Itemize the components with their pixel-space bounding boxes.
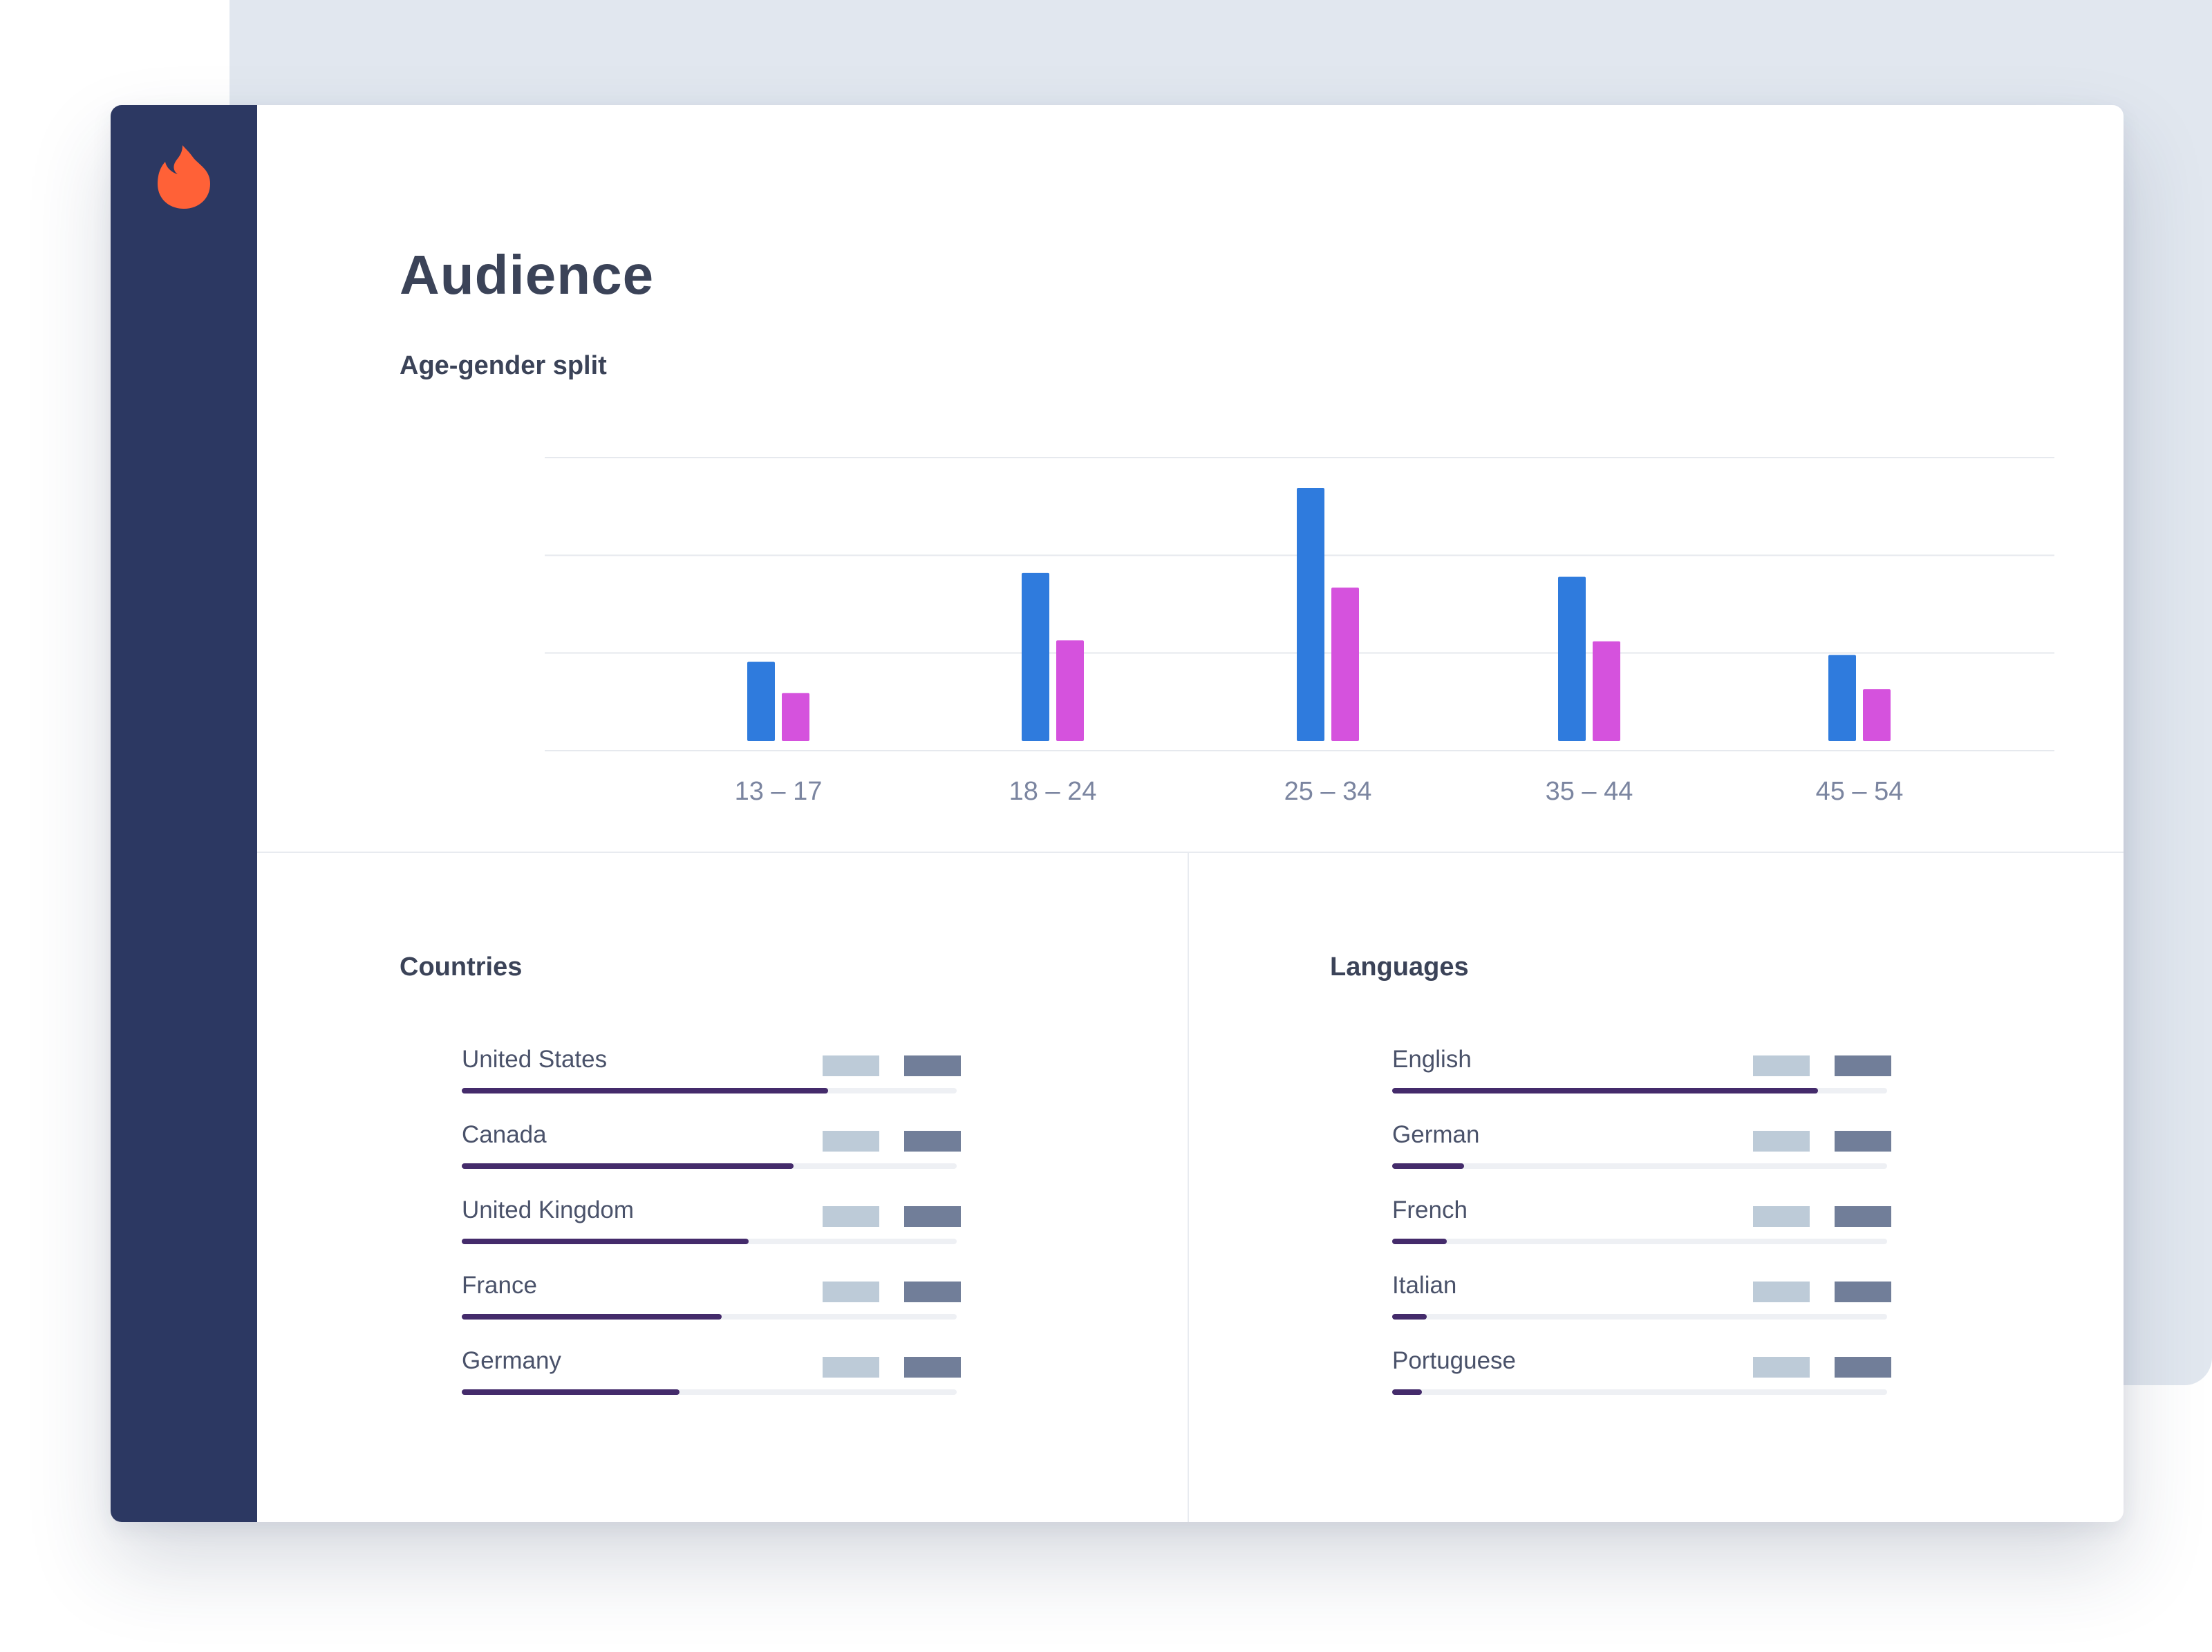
country-percent-placeholder <box>904 1055 961 1076</box>
x-tick-label: 35 – 44 <box>1546 777 1633 806</box>
country-label: France <box>462 1272 537 1299</box>
country-percent-placeholder <box>904 1131 961 1152</box>
bar-series-1-1 <box>747 661 775 741</box>
age-gender-chart: 13 – 17 18 – 24 25 – 34 35 – 44 45 – 54 <box>545 457 2054 806</box>
language-value-placeholder <box>1753 1282 1810 1302</box>
bar-series-2-1 <box>782 693 809 741</box>
language-label: Portuguese <box>1392 1347 1517 1374</box>
countries-list: United States Canada United Kingdom France G… <box>462 1046 962 1423</box>
language-percent-placeholder <box>1835 1357 1891 1378</box>
country-percent-placeholder <box>904 1206 961 1227</box>
country-value-placeholder <box>823 1357 879 1378</box>
language-progress-track <box>1392 1163 1887 1169</box>
bar-series-1-4 <box>1558 576 1586 741</box>
language-row: Portuguese <box>1392 1347 1893 1423</box>
flame-icon[interactable] <box>158 144 210 210</box>
bar-series-2-2 <box>1056 640 1084 741</box>
languages-title: Languages <box>1330 952 1469 982</box>
language-progress-fill <box>1392 1088 1818 1093</box>
language-progress-track <box>1392 1314 1887 1320</box>
country-row: France <box>462 1272 962 1347</box>
country-label: Canada <box>462 1121 547 1148</box>
language-row: Italian <box>1392 1272 1893 1347</box>
x-tick-label: 13 – 17 <box>735 777 823 806</box>
bar-series-2-5 <box>1863 689 1891 741</box>
bar-series-1-3 <box>1297 487 1324 741</box>
country-progress-fill <box>462 1088 828 1093</box>
language-label: German <box>1392 1121 1480 1148</box>
country-progress-track <box>462 1163 957 1169</box>
country-progress-track <box>462 1314 957 1320</box>
country-label: United Kingdom <box>462 1196 635 1223</box>
bar-series-1-2 <box>1022 572 1049 741</box>
bar-series-1-5 <box>1828 655 1856 741</box>
country-row: Canada <box>462 1121 962 1196</box>
language-percent-placeholder <box>1835 1206 1891 1227</box>
country-percent-placeholder <box>904 1357 961 1378</box>
language-value-placeholder <box>1753 1357 1810 1378</box>
country-label: United States <box>462 1046 608 1073</box>
country-progress-track <box>462 1389 957 1395</box>
country-value-placeholder <box>823 1282 879 1302</box>
sidebar <box>111 105 257 1522</box>
country-progress-track <box>462 1088 957 1093</box>
country-row: United States <box>462 1046 962 1121</box>
country-progress-fill <box>462 1389 680 1395</box>
language-label: English <box>1392 1046 1472 1073</box>
column-divider <box>1188 853 1189 1522</box>
language-value-placeholder <box>1753 1055 1810 1076</box>
age-gender-title: Age-gender split <box>400 351 607 380</box>
country-label: Germany <box>462 1347 561 1374</box>
bar-series-2-3 <box>1331 588 1359 741</box>
main-content: Audience Age-gender split 13 – 17 18 – 24… <box>257 105 2124 1522</box>
languages-list: English German French Italian Portuguese <box>1392 1046 1893 1423</box>
section-divider <box>257 852 2124 853</box>
language-progress-track <box>1392 1088 1887 1093</box>
language-row: English <box>1392 1046 1893 1121</box>
language-progress-track <box>1392 1239 1887 1244</box>
language-progress-fill <box>1392 1314 1427 1320</box>
language-progress-fill <box>1392 1389 1422 1395</box>
app-window: Audience Age-gender split 13 – 17 18 – 24… <box>111 105 2124 1522</box>
x-tick-label: 25 – 34 <box>1284 777 1372 806</box>
country-percent-placeholder <box>904 1282 961 1302</box>
language-label: French <box>1392 1196 1468 1223</box>
language-row: French <box>1392 1196 1893 1272</box>
country-progress-fill <box>462 1314 722 1320</box>
language-percent-placeholder <box>1835 1131 1891 1152</box>
x-tick-label: 18 – 24 <box>1009 777 1097 806</box>
language-label: Italian <box>1392 1272 1457 1299</box>
language-progress-fill <box>1392 1239 1447 1244</box>
country-row: Germany <box>462 1347 962 1423</box>
countries-title: Countries <box>400 952 523 982</box>
language-percent-placeholder <box>1835 1055 1891 1076</box>
country-value-placeholder <box>823 1131 879 1152</box>
page-title: Audience <box>400 244 655 306</box>
country-progress-fill <box>462 1239 749 1244</box>
language-percent-placeholder <box>1835 1282 1891 1302</box>
language-row: German <box>1392 1121 1893 1196</box>
bar-series-2-4 <box>1593 641 1620 741</box>
language-progress-fill <box>1392 1163 1464 1169</box>
country-value-placeholder <box>823 1055 879 1076</box>
country-row: United Kingdom <box>462 1196 962 1272</box>
country-progress-track <box>462 1239 957 1244</box>
country-progress-fill <box>462 1163 794 1169</box>
language-progress-track <box>1392 1389 1887 1395</box>
flame-icon-shape <box>158 145 210 209</box>
language-value-placeholder <box>1753 1206 1810 1227</box>
country-value-placeholder <box>823 1206 879 1227</box>
language-value-placeholder <box>1753 1131 1810 1152</box>
x-tick-label: 45 – 54 <box>1816 777 1904 806</box>
